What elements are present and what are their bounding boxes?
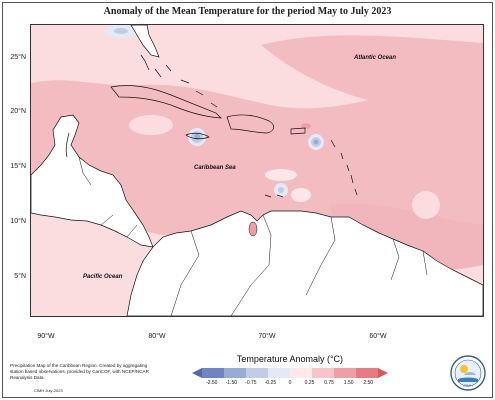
light-patch-cuba <box>129 115 173 135</box>
colorbar-tick-label: 0.25 <box>304 380 315 386</box>
colorbar-tick-label: -0.75 <box>245 380 257 386</box>
bahamas <box>140 54 218 108</box>
pacific-ocean-label: Pacific Ocean <box>83 274 123 280</box>
colorbar-segment <box>224 368 247 378</box>
cuba <box>110 85 222 119</box>
colorbar-tick-label: 1.50 <box>343 380 354 386</box>
map-panel: Atlantic Ocean Caribbean Sea Pacific Oce… <box>30 24 484 317</box>
colorbar-tick-label: 0.75 <box>324 380 334 386</box>
hispaniola <box>226 114 274 134</box>
colorbar <box>192 368 388 378</box>
colorbar-segment <box>268 368 291 378</box>
colorbar-tick-label: 0 <box>288 380 292 386</box>
light-patch-caribbean <box>265 169 297 181</box>
colorbar-segment <box>334 368 357 378</box>
colorbar-segment <box>356 368 379 378</box>
negative-anomaly-curacao <box>274 183 288 197</box>
puerto-rico <box>290 127 306 135</box>
lat-label-5n: 5°N <box>14 273 26 280</box>
lat-label-25n: 25°N <box>10 54 26 61</box>
atlantic-ocean-label: Atlantic Ocean <box>354 55 397 61</box>
sun-icon <box>460 365 468 373</box>
light-patch-south <box>291 188 311 202</box>
cloud-icon <box>464 372 476 375</box>
lat-label-20n: 20°N <box>10 108 26 115</box>
south-america <box>126 210 483 316</box>
colorbar-tick-label: -2.50 <box>206 380 218 386</box>
country-borders <box>78 156 428 316</box>
colorbar-segment <box>290 368 313 378</box>
lesser-antilles <box>330 139 358 196</box>
colorbar-tick-label: -0.25 <box>264 380 277 386</box>
light-patch-east <box>412 191 440 219</box>
colorbar-segment <box>246 368 269 378</box>
map-title: Anomaly of the Mean Temperature for the … <box>103 6 392 17</box>
lat-label-15n: 15°N <box>10 163 26 170</box>
land-masses <box>31 25 483 316</box>
colorbar-title: Temperature Anomaly (°C) <box>236 354 344 364</box>
map-credit: CIMH July-2023 <box>34 388 63 393</box>
colorbar-segment <box>202 368 225 378</box>
colorbar-high-arrow <box>378 368 388 378</box>
colorbar-tick-label: 2.50 <box>363 380 374 386</box>
anomaly-map <box>31 25 483 316</box>
jamaica <box>185 132 210 140</box>
positive-anomaly-hispaniola <box>301 123 311 129</box>
caribbean-islands <box>65 54 358 198</box>
colorbar-tick-label: -1.50 <box>225 380 238 386</box>
lat-label-10n: 10°N <box>10 218 26 225</box>
lon-label-80w: 80°W <box>148 333 166 340</box>
central-america <box>31 114 154 248</box>
lon-label-60w: 60°W <box>369 333 387 340</box>
cimh-logo: CIMH <box>450 355 486 391</box>
negative-anomaly-jamaica <box>188 128 206 146</box>
map-description: Precipitation Map of the Caribbean Regio… <box>10 363 149 380</box>
lon-label-90w: 90°W <box>37 333 55 340</box>
belize-coast <box>65 132 70 158</box>
svg-text:CIMH: CIMH <box>463 384 473 388</box>
florida <box>130 25 160 58</box>
anomaly-zone-northeast <box>261 35 483 103</box>
colorbar-segment <box>312 368 335 378</box>
caribbean-sea-label: Caribbean Sea <box>194 165 236 171</box>
negative-anomaly-puertorico <box>308 134 324 150</box>
lon-label-70w: 70°W <box>258 333 276 340</box>
colorbar-low-arrow <box>192 368 202 378</box>
abc-islands <box>264 194 284 198</box>
